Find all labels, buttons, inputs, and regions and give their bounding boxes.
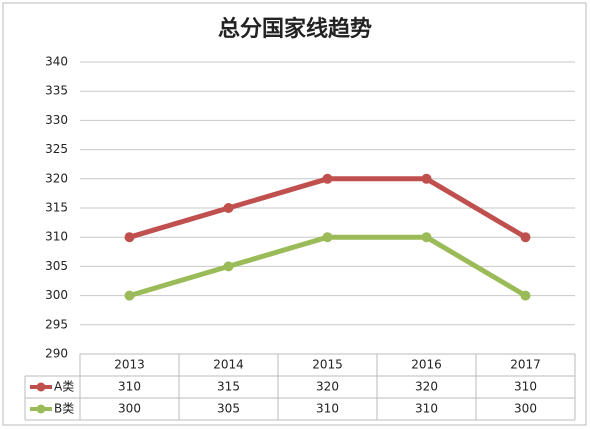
y-tick-label: 340: [45, 55, 68, 69]
y-tick-label: 305: [45, 259, 68, 273]
y-tick-label: 310: [45, 230, 68, 244]
data-point: [520, 290, 531, 301]
y-tick-label: 295: [45, 317, 68, 331]
legend-marker: [36, 404, 46, 414]
x-tick-label: 2017: [510, 358, 541, 372]
data-point: [124, 232, 135, 243]
table-value: 310: [415, 402, 438, 416]
data-point: [322, 232, 333, 243]
table-value: 320: [316, 380, 339, 394]
y-tick-label: 290: [45, 347, 68, 361]
y-tick-label: 335: [45, 84, 68, 98]
table-value: 320: [415, 380, 438, 394]
x-tick-label: 2016: [411, 358, 442, 372]
x-tick-label: 2013: [114, 358, 145, 372]
table-value: 315: [217, 380, 240, 394]
data-point: [322, 173, 333, 184]
table-value: 300: [118, 402, 141, 416]
chart-title: 总分国家线趋势: [218, 16, 372, 42]
y-tick-label: 325: [45, 142, 68, 156]
y-tick-label: 300: [45, 288, 68, 302]
data-point: [520, 232, 531, 243]
legend-marker: [36, 382, 46, 392]
data-point: [421, 232, 432, 243]
table-value: 310: [514, 380, 537, 394]
table-value: 310: [316, 402, 339, 416]
x-tick-label: 2014: [213, 358, 244, 372]
table-value: 310: [118, 380, 141, 394]
table-value: 305: [217, 402, 240, 416]
chart-border: [2, 2, 587, 426]
table-value: 300: [514, 402, 537, 416]
y-tick-label: 315: [45, 201, 68, 215]
data-point: [421, 173, 432, 184]
data-point: [124, 290, 135, 301]
legend-label: B类: [54, 402, 74, 416]
y-tick-label: 320: [45, 171, 68, 185]
y-tick-label: 330: [45, 113, 68, 127]
x-tick-label: 2015: [312, 358, 343, 372]
data-point: [223, 261, 234, 272]
data-point: [223, 203, 234, 213]
legend-label: A类: [54, 380, 74, 394]
